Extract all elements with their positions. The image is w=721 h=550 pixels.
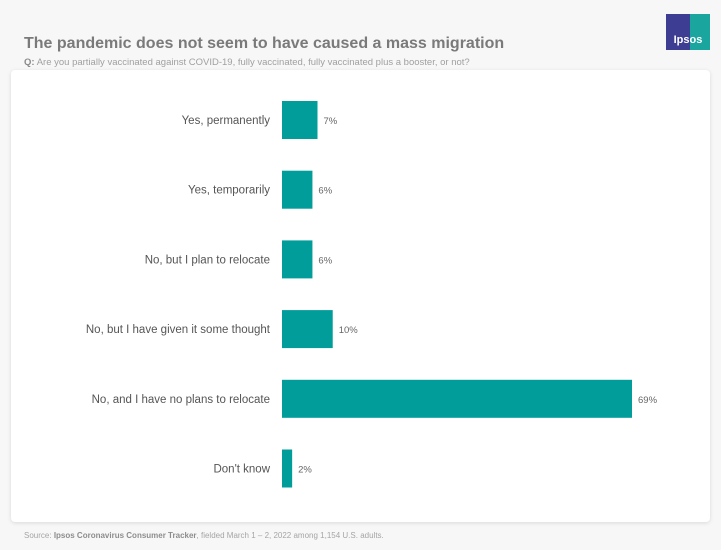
- category-label: Yes, temporarily: [188, 185, 270, 197]
- chart-title: The pandemic does not seem to have cause…: [24, 35, 505, 52]
- data-label: 7%: [324, 116, 338, 127]
- source-details: , fielded March 1 – 2, 2022 among 1,154 …: [196, 531, 384, 540]
- data-label: 6%: [318, 186, 332, 197]
- question-text: Are you partially vaccinated against COV…: [36, 57, 470, 68]
- category-label: Don't know: [213, 464, 270, 476]
- category-label: No, but I have given it some thought: [86, 324, 271, 336]
- data-label: 2%: [298, 465, 312, 476]
- question-prefix: Q:: [24, 57, 35, 68]
- chart-question: Q: Are you partially vaccinated against …: [24, 57, 470, 68]
- bar: [282, 240, 313, 279]
- source-note: Source: Ipsos Coronavirus Consumer Track…: [24, 531, 384, 540]
- source-name: Ipsos Coronavirus Consumer Tracker: [53, 531, 197, 540]
- category-label: No, but I plan to relocate: [145, 254, 270, 266]
- bar: [282, 449, 293, 488]
- bar: [282, 170, 313, 209]
- data-label: 69%: [638, 395, 658, 406]
- bar: [282, 379, 632, 418]
- bar: [282, 101, 318, 139]
- data-label: 10%: [339, 325, 359, 336]
- source-prefix: Source:: [24, 531, 52, 540]
- category-label: Yes, permanently: [182, 115, 271, 127]
- chart-card: [11, 70, 710, 522]
- data-label: 6%: [318, 255, 332, 266]
- bar: [282, 310, 333, 349]
- logo-text: Ipsos: [673, 34, 703, 46]
- ipsos-logo: Ipsos: [666, 14, 710, 50]
- category-label: No, and I have no plans to relocate: [92, 394, 270, 406]
